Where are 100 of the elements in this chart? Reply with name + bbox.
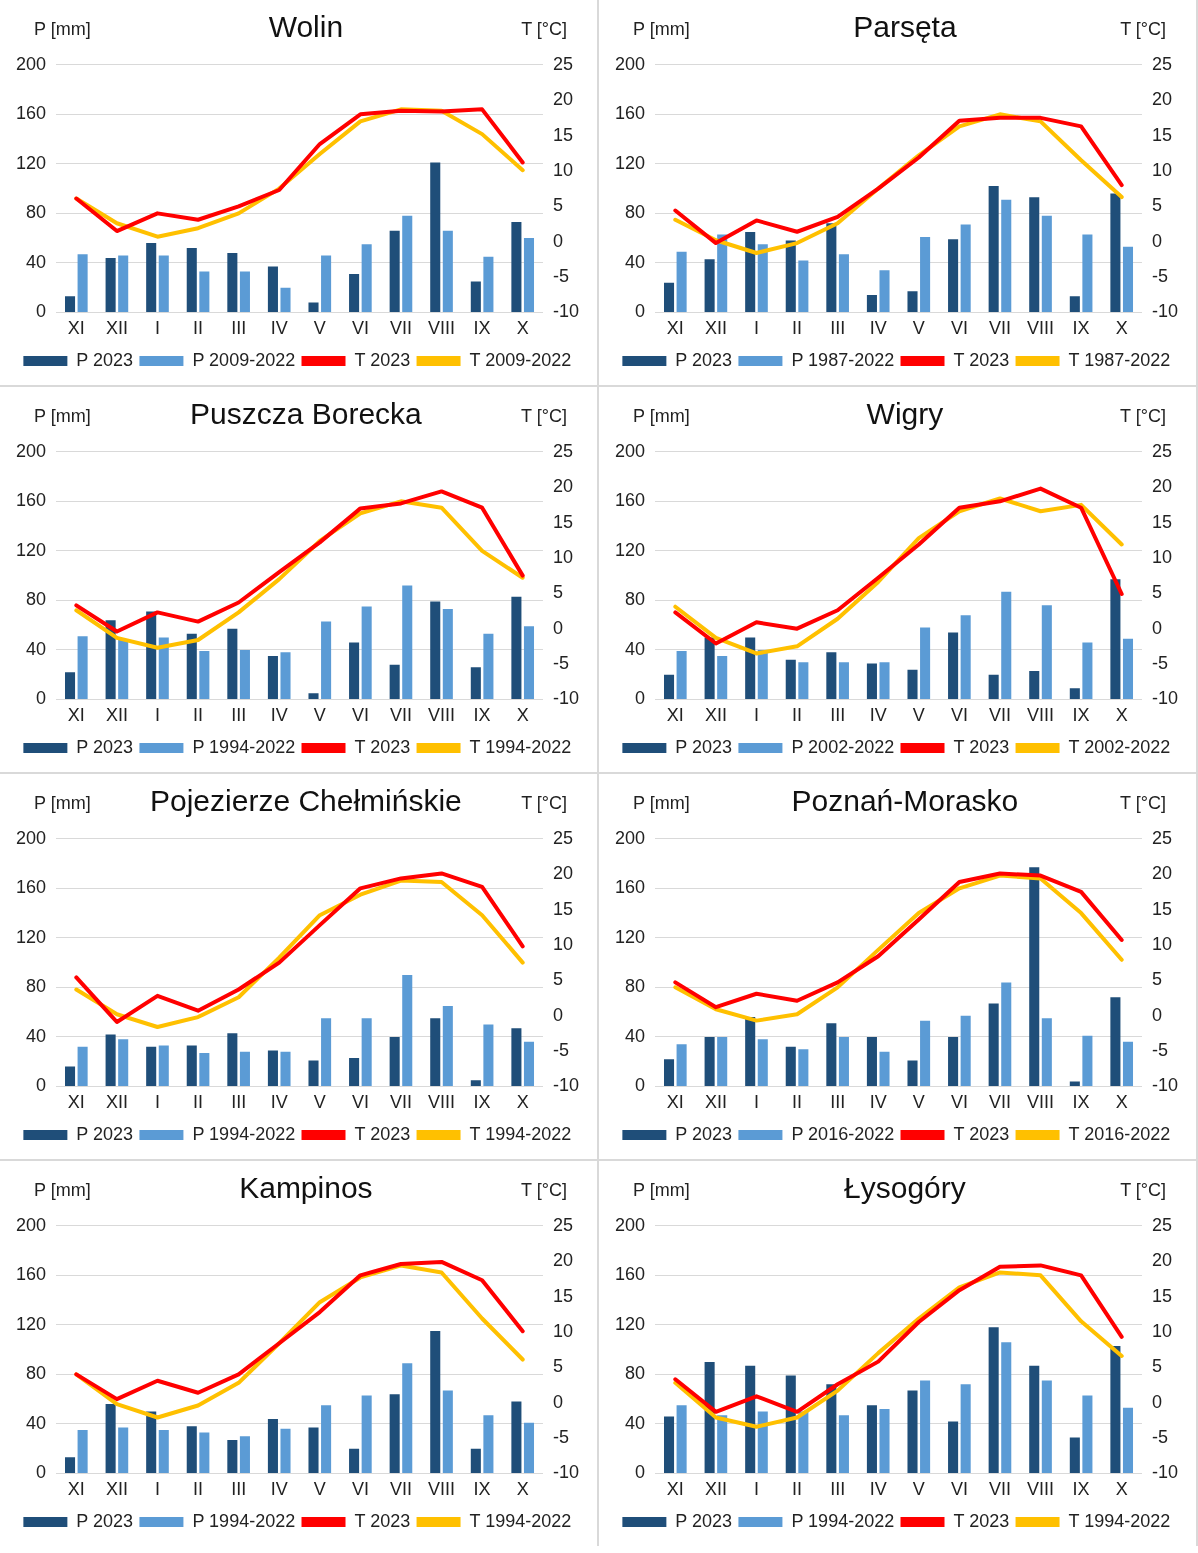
x-tick-label: IV	[869, 1479, 887, 1500]
x-tick-label: X	[1115, 1479, 1128, 1500]
x-tick-label: XI	[666, 1479, 684, 1500]
y2-axis-title: T [°C]	[1120, 406, 1166, 428]
y2-tick-label: 25	[1151, 440, 1173, 461]
bar	[470, 1448, 481, 1473]
y2-tick-label: -10	[552, 1075, 579, 1096]
x-tick-label: V	[912, 1479, 925, 1500]
bar	[757, 1039, 768, 1086]
legend-label: P 1994-2022	[192, 1510, 296, 1531]
bar	[280, 287, 291, 312]
bar	[267, 656, 278, 699]
bar	[1029, 197, 1040, 312]
bar	[430, 1018, 441, 1086]
bar	[798, 1049, 809, 1086]
bar	[227, 252, 238, 312]
y2-tick-label: 15	[552, 511, 574, 532]
x-tick-label: I	[753, 705, 759, 726]
bar	[239, 1436, 250, 1473]
y2-tick-label: -10	[1151, 688, 1178, 709]
chart-title: Pojezierze Chełmińskie	[150, 784, 462, 818]
bar	[879, 662, 890, 699]
x-tick-label: X	[1115, 1092, 1128, 1113]
y2-tick-label: 5	[552, 1356, 563, 1377]
y-tick-label: 0	[635, 1462, 646, 1483]
x-tick-label: XII	[105, 1479, 128, 1500]
x-tick-label: VI	[950, 1092, 968, 1113]
y2-tick-label: -10	[552, 688, 579, 709]
bar	[199, 1432, 210, 1473]
legend-label: T 2023	[953, 1510, 1010, 1531]
y-tick-label: 0	[635, 688, 646, 709]
y-tick-label: 120	[614, 926, 646, 947]
bar	[664, 282, 675, 312]
x-tick-label: III	[231, 318, 247, 339]
bar	[757, 244, 768, 312]
x-tick-label: IX	[473, 1479, 491, 1500]
y2-tick-label: 10	[1151, 1320, 1173, 1341]
bar	[158, 1430, 169, 1473]
y-tick-label: 120	[15, 539, 47, 560]
legend-label: P 2009-2022	[192, 349, 296, 370]
bar	[1122, 638, 1134, 699]
x-tick-label: III	[830, 1479, 846, 1500]
bar	[65, 672, 76, 699]
y2-tick-label: -5	[1151, 653, 1168, 673]
bar	[1001, 591, 1012, 699]
bar	[988, 674, 999, 699]
x-tick-label: V	[912, 1092, 925, 1113]
x-tick-label: XI	[67, 1479, 85, 1500]
y2-tick-label: 25	[1151, 1214, 1173, 1235]
bar	[920, 1380, 931, 1473]
x-tick-label: IX	[473, 705, 491, 726]
bar	[704, 1036, 715, 1086]
x-tick-label: VIII	[1027, 705, 1055, 726]
x-tick-label: V	[313, 1092, 326, 1113]
chart-title: Wolin	[268, 10, 344, 44]
bar	[948, 239, 959, 312]
bar	[948, 632, 959, 699]
x-tick-label: X	[516, 705, 529, 726]
x-tick-label: V	[912, 705, 925, 726]
bar	[402, 215, 413, 312]
y2-tick-label: 5	[552, 969, 563, 990]
bar	[866, 663, 877, 699]
x-tick-label: V	[912, 318, 925, 339]
bar	[321, 1018, 332, 1086]
legend-label: T 2023	[354, 1123, 411, 1144]
bar	[1069, 688, 1080, 699]
bar	[704, 1361, 715, 1473]
x-tick-label: VII	[389, 318, 412, 339]
y-axis-title: P [mm]	[633, 793, 690, 815]
y2-tick-label: 15	[1151, 124, 1173, 145]
bar	[920, 236, 931, 312]
bar	[158, 255, 169, 312]
y-tick-label: 80	[625, 976, 646, 997]
bar	[105, 257, 116, 312]
y-tick-label: 200	[614, 440, 646, 461]
bar	[676, 1044, 687, 1086]
y2-tick-label: 5	[1151, 582, 1162, 603]
bar	[1001, 982, 1012, 1086]
bar	[1110, 579, 1121, 699]
y2-tick-label: -10	[1151, 301, 1178, 322]
bar	[470, 1080, 481, 1086]
bar	[1029, 670, 1040, 699]
y2-tick-label: 10	[552, 1320, 574, 1341]
x-tick-label: VII	[988, 318, 1011, 339]
y-tick-label: 160	[614, 103, 646, 124]
y2-tick-label: -5	[1151, 1040, 1168, 1060]
y2-tick-label: 0	[1151, 617, 1162, 638]
x-tick-label: IV	[869, 705, 887, 726]
y-tick-label: 40	[625, 1025, 646, 1046]
y2-tick-label: 10	[552, 933, 574, 954]
bar	[785, 1046, 796, 1086]
y2-tick-label: -5	[1151, 1427, 1168, 1447]
bar	[664, 1416, 675, 1473]
bar	[77, 1046, 88, 1086]
legend-label: P 1994-2022	[192, 736, 296, 757]
bar	[146, 243, 157, 312]
legend-label: P 2023	[675, 736, 733, 757]
bar	[717, 234, 728, 312]
x-tick-label: III	[830, 1092, 846, 1113]
y-tick-label: 200	[15, 53, 47, 74]
